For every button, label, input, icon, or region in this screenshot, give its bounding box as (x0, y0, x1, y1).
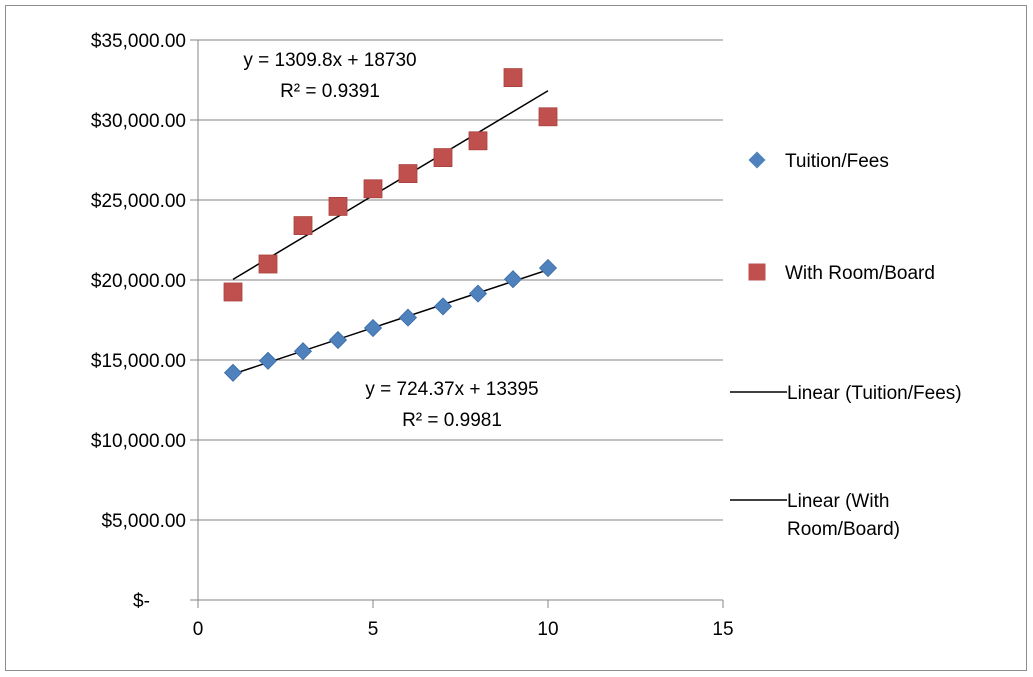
legend-marker-square (748, 263, 766, 281)
legend: Tuition/Fees With Room/Board Linear (Tuiti… (730, 151, 962, 540)
point-tuition-fees (503, 270, 523, 289)
y-tick-label: $30,000.00 (91, 111, 186, 132)
trendline-0 (232, 269, 549, 375)
trendline-equation-0: y = 724.37x + 13395 (365, 379, 538, 400)
legend-label: Linear (With (787, 491, 889, 512)
gridlines (198, 39, 723, 521)
point-room-board (258, 254, 278, 274)
trendline-equation-1: y = 1309.8x + 18730 (243, 50, 416, 71)
trendline-equations: y = 724.37x + 13395 R² = 0.9981 y = 1309.8… (243, 50, 538, 431)
point-room-board (433, 148, 453, 168)
legend-marker-diamond (748, 151, 766, 169)
trendlines (232, 90, 549, 375)
x-tick-label: 10 (537, 619, 558, 640)
legend-label: With Room/Board (785, 263, 935, 284)
point-room-board (538, 107, 558, 127)
x-tick-labels: 0 5 10 15 (193, 619, 734, 640)
y-tick-label: $5,000.00 (101, 511, 186, 532)
legend-label: Tuition/Fees (785, 151, 889, 172)
point-room-board (293, 216, 313, 236)
legend-label: Room/Board) (787, 519, 900, 540)
point-tuition-fees (433, 297, 453, 316)
chart-frame (5, 5, 1027, 671)
trendline-r-squared-1: R² = 0.9391 (280, 81, 380, 102)
point-tuition-fees (468, 284, 488, 303)
point-tuition-fees (293, 342, 313, 361)
point-room-board (223, 282, 243, 302)
data-points (223, 68, 558, 382)
y-tick-label: $35,000.00 (91, 31, 186, 52)
point-room-board (398, 164, 418, 184)
y-tick-label: $15,000.00 (91, 351, 186, 372)
point-room-board (468, 131, 488, 151)
y-tick-labels: $- $5,000.00 $10,000.00 $15,000.00 $20,000.0… (91, 31, 186, 612)
point-tuition-fees (538, 258, 558, 278)
legend-label: Linear (Tuition/Fees) (787, 383, 962, 404)
y-tick-label: $20,000.00 (91, 271, 186, 292)
point-room-board (363, 179, 383, 199)
point-room-board (328, 196, 348, 216)
point-room-board (503, 68, 523, 87)
trendline-r-squared-0: R² = 0.9981 (402, 410, 502, 431)
x-tick-label: 5 (368, 619, 379, 640)
point-tuition-fees (398, 308, 418, 327)
point-tuition-fees (258, 351, 278, 370)
x-tick-label: 0 (193, 619, 204, 640)
y-tick-label: $25,000.00 (91, 191, 186, 212)
y-tick-label: $- (133, 591, 150, 612)
trendline-1 (232, 90, 549, 281)
point-tuition-fees (328, 330, 348, 350)
axes (190, 39, 724, 608)
x-tick-label: 15 (712, 619, 733, 640)
point-tuition-fees (363, 318, 383, 338)
point-tuition-fees (223, 363, 243, 382)
y-tick-label: $10,000.00 (91, 431, 186, 452)
